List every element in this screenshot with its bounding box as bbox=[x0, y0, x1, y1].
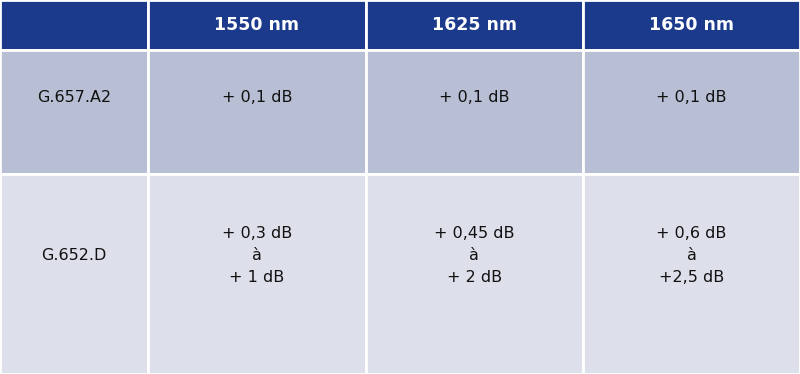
Text: + 0,1 dB: + 0,1 dB bbox=[439, 90, 510, 105]
FancyBboxPatch shape bbox=[0, 0, 148, 50]
FancyBboxPatch shape bbox=[366, 0, 583, 50]
Text: + 0,45 dB
à
+ 2 dB: + 0,45 dB à + 2 dB bbox=[434, 226, 514, 285]
Text: + 0,1 dB: + 0,1 dB bbox=[222, 90, 292, 105]
FancyBboxPatch shape bbox=[148, 50, 366, 174]
FancyBboxPatch shape bbox=[148, 0, 366, 50]
FancyBboxPatch shape bbox=[583, 174, 800, 374]
FancyBboxPatch shape bbox=[148, 174, 366, 374]
FancyBboxPatch shape bbox=[366, 50, 583, 174]
Text: 1625 nm: 1625 nm bbox=[432, 16, 517, 34]
Text: 1650 nm: 1650 nm bbox=[649, 16, 734, 34]
FancyBboxPatch shape bbox=[0, 50, 148, 174]
FancyBboxPatch shape bbox=[583, 0, 800, 50]
FancyBboxPatch shape bbox=[583, 50, 800, 174]
FancyBboxPatch shape bbox=[0, 174, 148, 374]
Text: 1550 nm: 1550 nm bbox=[214, 16, 299, 34]
Text: + 0,3 dB
à
+ 1 dB: + 0,3 dB à + 1 dB bbox=[222, 226, 292, 285]
FancyBboxPatch shape bbox=[366, 174, 583, 374]
Text: G.657.A2: G.657.A2 bbox=[37, 90, 111, 105]
Text: + 0,1 dB: + 0,1 dB bbox=[656, 90, 727, 105]
Text: G.652.D: G.652.D bbox=[42, 248, 106, 263]
Text: + 0,6 dB
à
+2,5 dB: + 0,6 dB à +2,5 dB bbox=[657, 226, 726, 285]
